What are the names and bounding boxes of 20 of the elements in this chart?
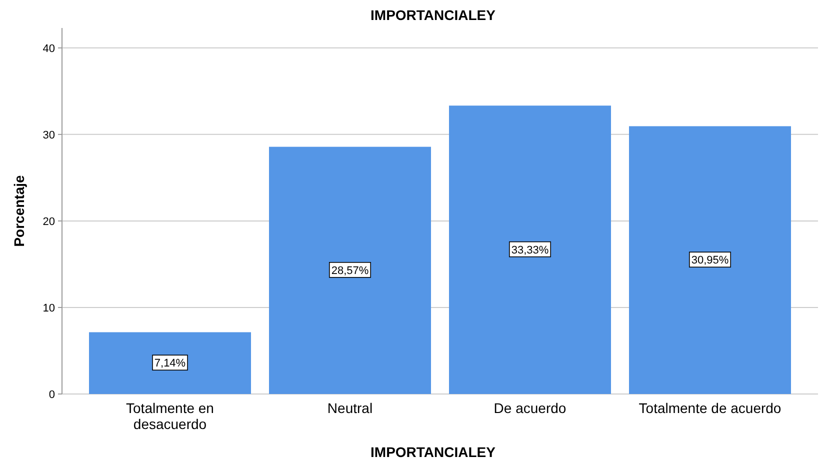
x-tick-label: Totalmente en desacuerdo xyxy=(126,400,214,432)
bar xyxy=(629,126,791,394)
data-label: 30,95% xyxy=(691,254,729,267)
y-tick-label: 30 xyxy=(42,129,55,142)
x-tick-label: Totalmente de acuerdo xyxy=(638,400,782,416)
data-label: 28,57% xyxy=(331,264,369,277)
data-label: 33,33% xyxy=(511,244,549,256)
bar xyxy=(269,146,431,394)
y-tick-label: 0 xyxy=(48,389,55,401)
x-tick-label: Neutral xyxy=(327,400,373,416)
chart-title: IMPORTANCIALEY xyxy=(370,7,496,23)
data-label: 7,14% xyxy=(154,358,186,370)
y-tick-label: 10 xyxy=(42,302,55,314)
y-tick-label: 20 xyxy=(42,216,55,228)
x-axis-title: IMPORTANCIALEY xyxy=(370,444,496,460)
y-tick-label: 40 xyxy=(42,42,55,55)
x-tick-label: De acuerdo xyxy=(494,400,566,416)
bar xyxy=(449,106,611,394)
bar xyxy=(89,332,251,394)
y-axis-title: Porcentaje xyxy=(11,174,27,247)
